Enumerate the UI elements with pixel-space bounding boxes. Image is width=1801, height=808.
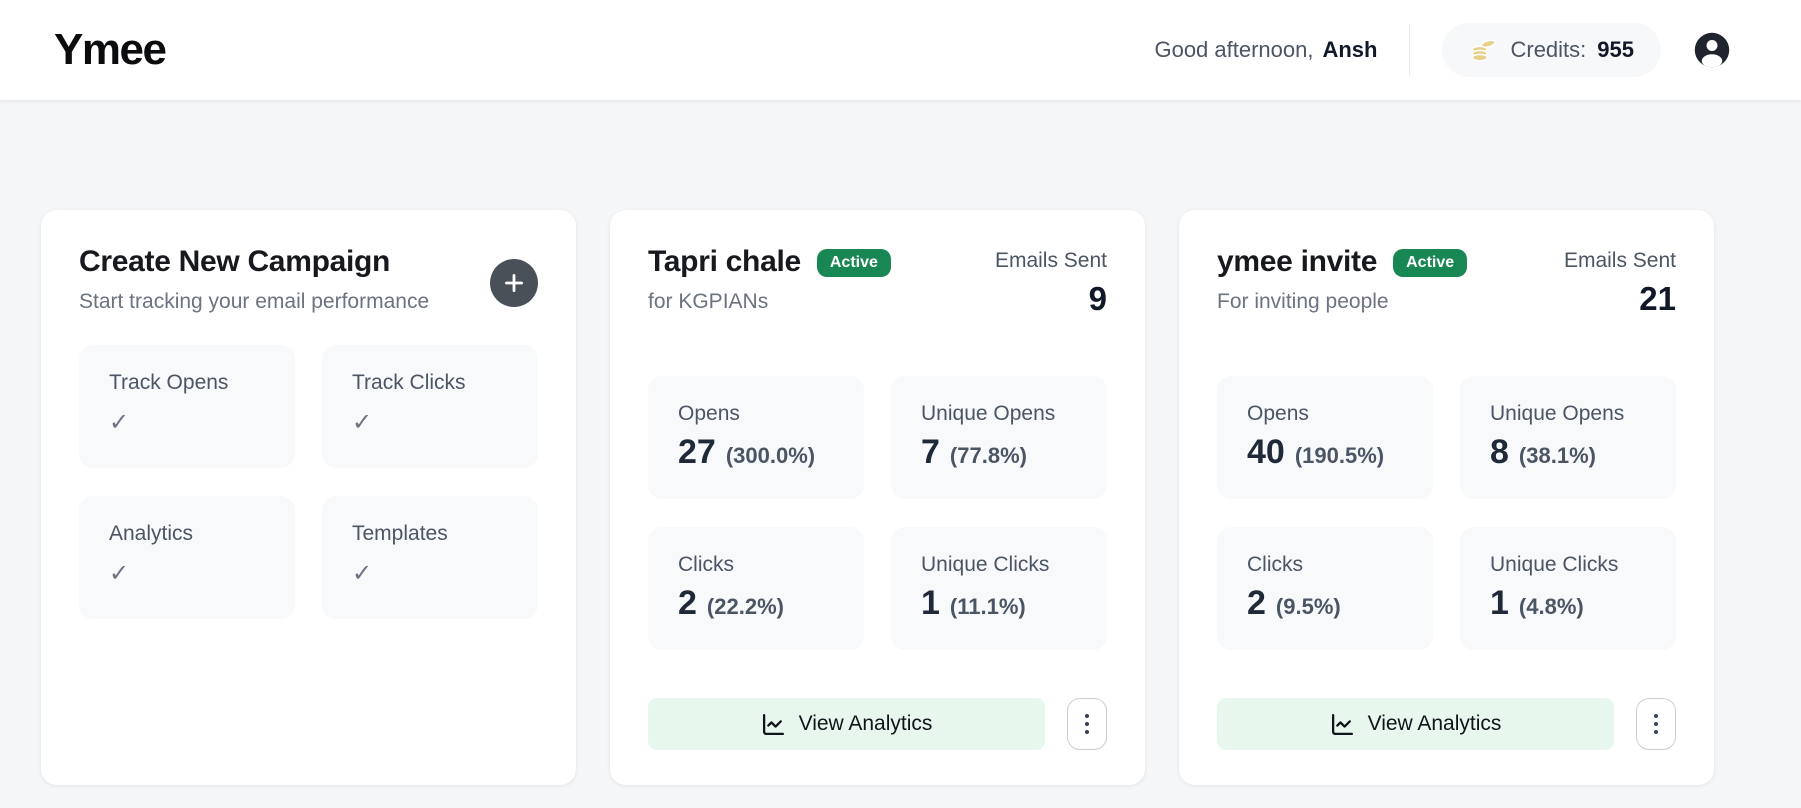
create-campaign-button[interactable] [490, 259, 538, 307]
check-icon: ✓ [109, 560, 130, 587]
status-badge: Active [1393, 249, 1468, 277]
greeting-username: Ansh [1322, 37, 1378, 62]
stat-percent: (300.0%) [725, 443, 816, 468]
stat-tile-opens: Opens 40 (190.5%) [1217, 376, 1433, 499]
stat-tile-unique-opens: Unique Opens 8 (38.1%) [1460, 376, 1676, 499]
stat-label: Opens [1247, 402, 1309, 425]
top-navigation-bar: Ymee Good afternoon, Ansh Credit [0, 0, 1801, 100]
stat-percent: (4.8%) [1518, 594, 1584, 619]
chart-line-icon [761, 712, 786, 737]
stats-grid: Opens 27 (300.0%) Unique Opens 7 (77.8%)… [648, 376, 1107, 650]
create-campaign-card: Create New Campaign Start tracking your … [41, 210, 576, 785]
campaign-title: Tapri chale [648, 245, 801, 278]
stat-value: 7 [921, 433, 940, 471]
campaign-header-text: Tapri chale Active for KGPIANs [648, 244, 891, 314]
feature-label: Track Opens [109, 371, 229, 394]
stat-label: Clicks [1247, 553, 1303, 576]
plus-icon [501, 270, 527, 296]
view-analytics-button[interactable]: View Analytics [648, 698, 1045, 750]
emails-sent-block: Emails Sent 9 [995, 244, 1107, 318]
view-analytics-button[interactable]: View Analytics [1217, 698, 1614, 750]
feature-tile-track-clicks: Track Clicks ✓ [322, 345, 538, 468]
create-card-title: Create New Campaign [79, 245, 391, 278]
header-right-group: Good afternoon, Ansh Credits: 955 [1154, 23, 1731, 77]
view-analytics-label: View Analytics [1367, 712, 1502, 735]
stat-tile-opens: Opens 27 (300.0%) [648, 376, 864, 499]
stats-grid: Opens 40 (190.5%) Unique Opens 8 (38.1%)… [1217, 376, 1676, 650]
stat-value: 1 [921, 584, 940, 622]
greeting-text: Good afternoon, [1154, 37, 1314, 62]
emails-sent-block: Emails Sent 21 [1564, 244, 1676, 318]
stat-percent: (22.2%) [706, 594, 784, 619]
kebab-icon [1085, 714, 1089, 718]
check-icon: ✓ [109, 409, 130, 436]
campaign-cards-row: Create New Campaign Start tracking your … [0, 100, 1801, 785]
feature-label: Track Clicks [352, 371, 466, 394]
stat-label: Unique Opens [1490, 402, 1625, 425]
stat-value: 40 [1247, 433, 1285, 471]
campaign-header-text: ymee invite Active For inviting people [1217, 244, 1468, 314]
card-footer: View Analytics [1217, 698, 1676, 750]
stat-percent: (11.1%) [949, 594, 1026, 619]
stat-label: Opens [678, 402, 740, 425]
card-footer: View Analytics [648, 698, 1107, 750]
emails-sent-value: 9 [1088, 280, 1107, 317]
stat-value: 2 [1247, 584, 1266, 622]
stat-value: 1 [1490, 584, 1509, 622]
chart-line-icon [1330, 712, 1355, 737]
features-grid: Track Opens ✓ Track Clicks ✓ Analytics ✓… [79, 345, 538, 619]
app-logo[interactable]: Ymee [54, 25, 167, 74]
credits-pill: Credits: 955 [1442, 23, 1661, 77]
coins-icon [1469, 35, 1499, 65]
campaign-subtitle: For inviting people [1217, 290, 1389, 313]
stat-percent: (77.8%) [949, 443, 1027, 468]
stat-label: Unique Clicks [1490, 553, 1619, 576]
stat-value: 27 [678, 433, 716, 471]
stat-tile-clicks: Clicks 2 (9.5%) [1217, 527, 1433, 650]
stat-percent: (9.5%) [1275, 594, 1341, 619]
campaign-card-tapri-chale: Tapri chale Active for KGPIANs Emails Se… [610, 210, 1145, 785]
stat-percent: (190.5%) [1294, 443, 1385, 468]
kebab-menu-button[interactable] [1067, 698, 1107, 750]
check-icon: ✓ [352, 560, 373, 587]
stat-tile-unique-clicks: Unique Clicks 1 (4.8%) [1460, 527, 1676, 650]
kebab-icon [1654, 714, 1658, 718]
feature-label: Analytics [109, 522, 194, 545]
user-avatar-icon[interactable] [1693, 31, 1731, 69]
status-badge: Active [816, 249, 891, 277]
stat-percent: (38.1%) [1518, 443, 1596, 468]
stat-tile-unique-clicks: Unique Clicks 1 (11.1%) [891, 527, 1107, 650]
check-icon: ✓ [352, 409, 373, 436]
create-card-header-text: Create New Campaign Start tracking your … [79, 244, 429, 314]
stat-value: 2 [678, 584, 697, 622]
kebab-menu-button[interactable] [1636, 698, 1676, 750]
campaign-title: ymee invite [1217, 245, 1378, 278]
emails-sent-label: Emails Sent [994, 249, 1107, 272]
credits-value: 955 [1597, 37, 1634, 62]
stat-label: Unique Clicks [921, 553, 1050, 576]
create-card-subtitle: Start tracking your email performance [79, 290, 430, 313]
view-analytics-label: View Analytics [798, 712, 933, 735]
campaign-card-ymee-invite: ymee invite Active For inviting people E… [1179, 210, 1714, 785]
stat-value: 8 [1490, 433, 1509, 471]
stat-tile-clicks: Clicks 2 (22.2%) [648, 527, 864, 650]
stat-label: Unique Opens [921, 402, 1056, 425]
emails-sent-value: 21 [1639, 280, 1676, 317]
feature-tile-analytics: Analytics ✓ [79, 496, 295, 619]
stat-tile-unique-opens: Unique Opens 7 (77.8%) [891, 376, 1107, 499]
feature-tile-templates: Templates ✓ [322, 496, 538, 619]
feature-tile-track-opens: Track Opens ✓ [79, 345, 295, 468]
credits-label: Credits: [1510, 37, 1587, 62]
emails-sent-label: Emails Sent [1563, 249, 1676, 272]
feature-label: Templates [352, 522, 448, 545]
header-divider [1409, 24, 1411, 76]
stat-label: Clicks [678, 553, 734, 576]
campaign-subtitle: for KGPIANs [648, 290, 769, 313]
